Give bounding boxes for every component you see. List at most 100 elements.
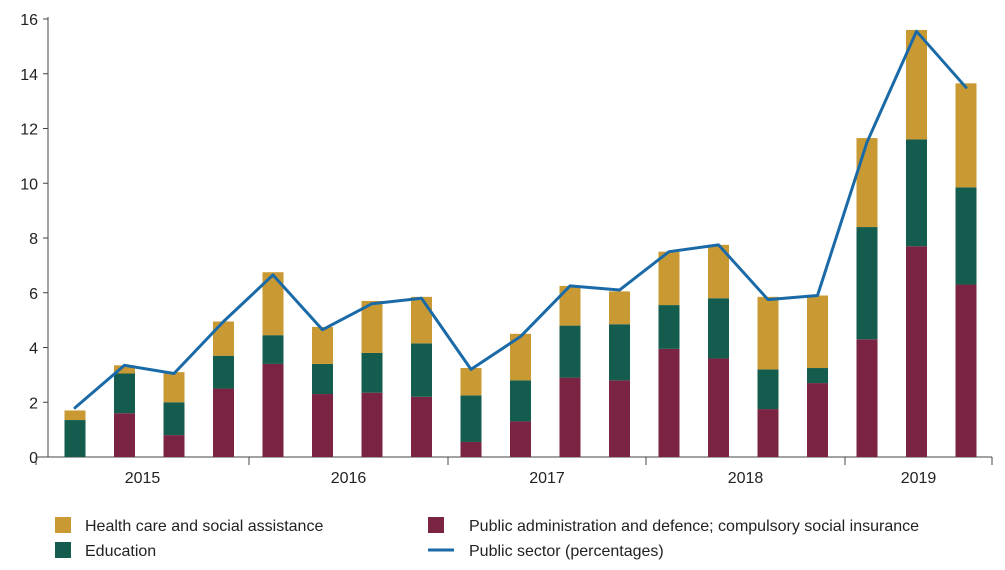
bar-segment-education bbox=[559, 325, 581, 378]
bar-segment-education bbox=[460, 395, 482, 442]
bar-segment-health bbox=[163, 372, 185, 403]
x-tick-label: 2016 bbox=[331, 470, 367, 487]
legend-label-public-sector: Public sector (percentages) bbox=[469, 543, 664, 560]
bar-stack bbox=[609, 291, 630, 457]
y-tick-label: 6 bbox=[29, 286, 38, 303]
bar-stack bbox=[114, 365, 135, 457]
y-tick-label: 2 bbox=[29, 395, 38, 412]
bar-segment-public-admin bbox=[163, 435, 185, 457]
bar-segment-health bbox=[559, 285, 581, 326]
legend-item-public-admin: Public administration and defence; compu… bbox=[428, 517, 919, 535]
legend-item-health: Health care and social assistance bbox=[55, 517, 323, 535]
bar-segment-education bbox=[114, 373, 135, 414]
legend-swatch-health bbox=[55, 517, 71, 533]
bar-segment-health bbox=[114, 365, 135, 374]
bar-segment-education bbox=[64, 420, 86, 457]
bar-segment-education bbox=[361, 352, 383, 393]
bar-segment-public-admin bbox=[609, 380, 630, 457]
bar-segment-health bbox=[856, 138, 878, 228]
legend-item-public-sector: Public sector (percentages) bbox=[428, 543, 664, 560]
bar-stack bbox=[510, 333, 531, 457]
bar-segment-health bbox=[64, 410, 86, 421]
bar-segment-health bbox=[312, 326, 333, 364]
bar-stack bbox=[312, 326, 333, 457]
bar-segment-education bbox=[658, 305, 680, 349]
bar-segment-education bbox=[213, 355, 234, 389]
bar-segment-health bbox=[609, 291, 630, 325]
bar-segment-public-admin bbox=[460, 441, 482, 457]
bar-segment-health bbox=[658, 251, 680, 306]
bar-segment-public-admin bbox=[757, 409, 779, 457]
bar-stack bbox=[955, 83, 977, 457]
bar-segment-public-admin bbox=[856, 339, 878, 457]
public-sector-line-path bbox=[73, 29, 968, 410]
x-axis: 2015 2016 2017 2018 2019 bbox=[35, 456, 993, 487]
bar-segment-education bbox=[411, 343, 432, 397]
bar-segment-public-admin bbox=[955, 284, 977, 457]
bar-segment-health bbox=[213, 321, 234, 356]
bar-stack bbox=[64, 410, 86, 457]
legend-label-education: Education bbox=[85, 543, 156, 560]
bar-stack bbox=[213, 321, 234, 457]
bar-segment-public-admin bbox=[510, 421, 531, 457]
bar-segment-health bbox=[807, 295, 828, 369]
bar-segment-education bbox=[312, 363, 333, 395]
bar-stack bbox=[658, 251, 680, 457]
bar-segment-health bbox=[411, 296, 432, 344]
bar-segment-education bbox=[757, 369, 779, 410]
bar-segment-health bbox=[955, 83, 977, 188]
bar-segment-education bbox=[609, 324, 630, 381]
legend-item-education: Education bbox=[55, 542, 156, 560]
bar-segment-public-admin bbox=[361, 392, 383, 457]
bar-segment-education bbox=[955, 187, 977, 285]
y-tick-label: 4 bbox=[29, 341, 38, 358]
bar-stack bbox=[411, 296, 432, 457]
bar-segment-education bbox=[163, 402, 185, 436]
bar-segment-education bbox=[708, 298, 729, 359]
bar-segment-education bbox=[856, 227, 878, 340]
bar-segment-education bbox=[262, 335, 284, 364]
bar-segment-public-admin bbox=[411, 396, 432, 457]
bar-segment-public-admin bbox=[708, 358, 729, 457]
legend-swatch-education bbox=[55, 542, 71, 558]
bar-segment-public-admin bbox=[213, 388, 234, 457]
bar-stack bbox=[807, 295, 828, 457]
bar-stack bbox=[559, 285, 581, 457]
x-tick-label: 2017 bbox=[529, 470, 565, 487]
bar-segment-public-admin bbox=[262, 363, 284, 457]
bar-segment-public-admin bbox=[658, 348, 680, 457]
x-tick-label: 2019 bbox=[901, 470, 937, 487]
y-tick-label: 0 bbox=[29, 450, 38, 467]
bar-segment-health bbox=[906, 29, 927, 140]
bar-segment-education bbox=[510, 380, 531, 422]
bar-segment-public-admin bbox=[114, 413, 135, 457]
bar-segment-health bbox=[510, 333, 531, 381]
bar-segment-public-admin bbox=[906, 246, 927, 457]
bar-stack bbox=[262, 272, 284, 457]
bar-stack bbox=[163, 372, 185, 457]
y-tick-label: 8 bbox=[29, 231, 38, 248]
bar-segment-education bbox=[807, 368, 828, 384]
bar-stack bbox=[906, 29, 927, 457]
bar-segment-health bbox=[708, 244, 729, 299]
bar-segment-health bbox=[361, 300, 383, 353]
bar-segment-health bbox=[460, 368, 482, 396]
y-tick-label: 12 bbox=[20, 122, 38, 139]
bar-segment-public-admin bbox=[559, 377, 581, 457]
bar-segment-public-admin bbox=[807, 383, 828, 457]
bars bbox=[64, 29, 977, 457]
bar-stack bbox=[856, 138, 878, 457]
bar-stack bbox=[361, 300, 383, 457]
bar-stack bbox=[757, 296, 779, 457]
bar-stack bbox=[708, 244, 729, 457]
bar-segment-health bbox=[757, 296, 779, 370]
bar-segment-education bbox=[906, 139, 927, 247]
y-axis: 0 2 4 6 8 10 12 14 16 bbox=[20, 12, 49, 467]
x-tick-label: 2015 bbox=[125, 470, 161, 487]
bar-stack bbox=[460, 368, 482, 457]
legend-label-health: Health care and social assistance bbox=[85, 518, 323, 535]
y-tick-label: 10 bbox=[20, 176, 38, 193]
y-tick-label: 16 bbox=[20, 12, 38, 29]
